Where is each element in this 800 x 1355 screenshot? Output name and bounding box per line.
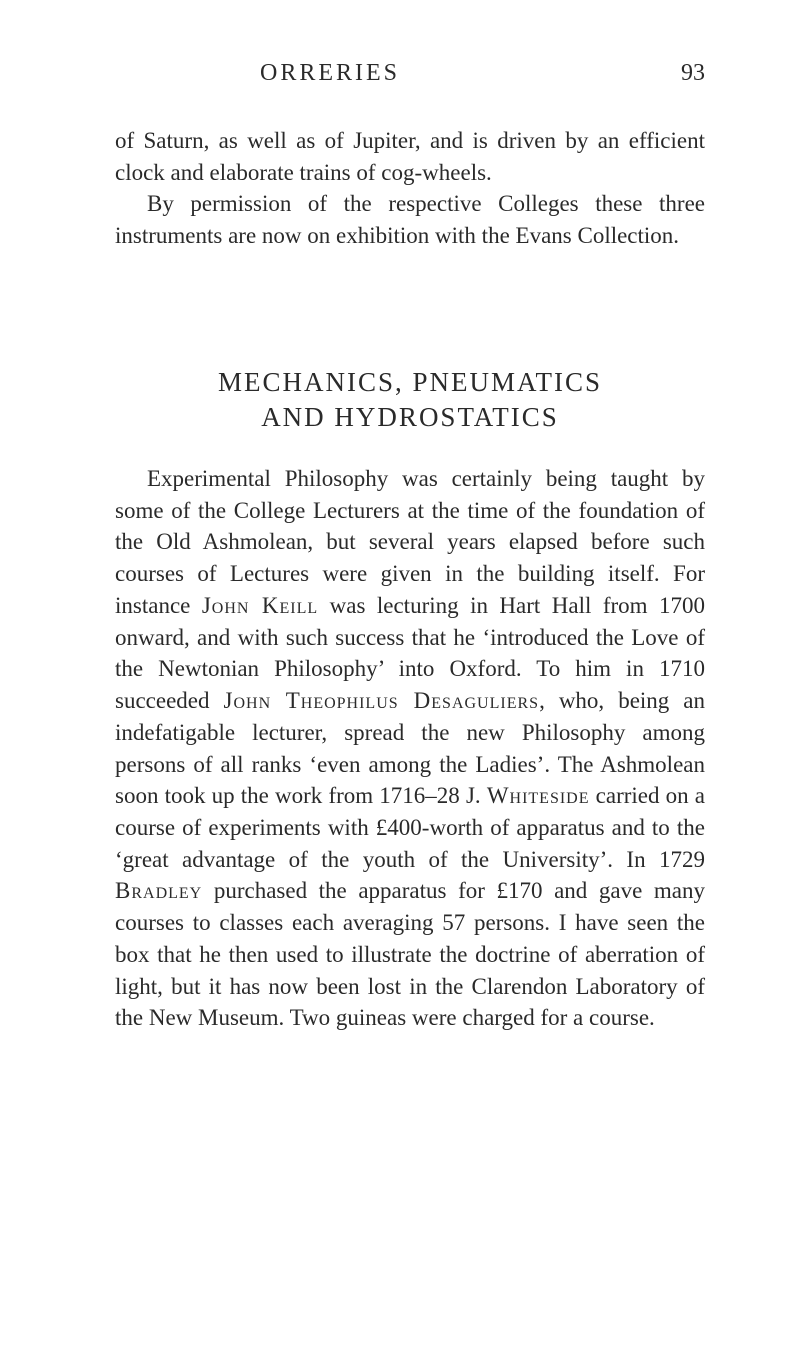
body-text-segment: purchased the apparatus for £170 and gav…	[115, 878, 705, 1030]
running-head: ORRERIES	[260, 60, 400, 87]
section-spacer	[115, 252, 705, 367]
continuation-paragraph: of Saturn, as well as of Jupiter, and is…	[115, 125, 705, 188]
section-title-line-2: AND HYDROSTATICS	[115, 402, 705, 433]
page-number: 93	[681, 60, 705, 87]
person-name-desaguliers: John Theophilus Desaguliers	[224, 688, 540, 713]
person-name-keill: John Keill	[202, 593, 318, 618]
page-header: ORRERIES 93	[115, 60, 705, 87]
person-name-whiteside: Whiteside	[487, 783, 590, 808]
body-paragraph: By permission of the respective Colleges…	[115, 188, 705, 251]
section-title-line-1: MECHANICS, PNEUMATICS	[115, 367, 705, 398]
main-body-paragraph: Experimental Philosophy was certainly be…	[115, 463, 705, 1034]
person-name-bradley: Bradley	[115, 878, 202, 903]
